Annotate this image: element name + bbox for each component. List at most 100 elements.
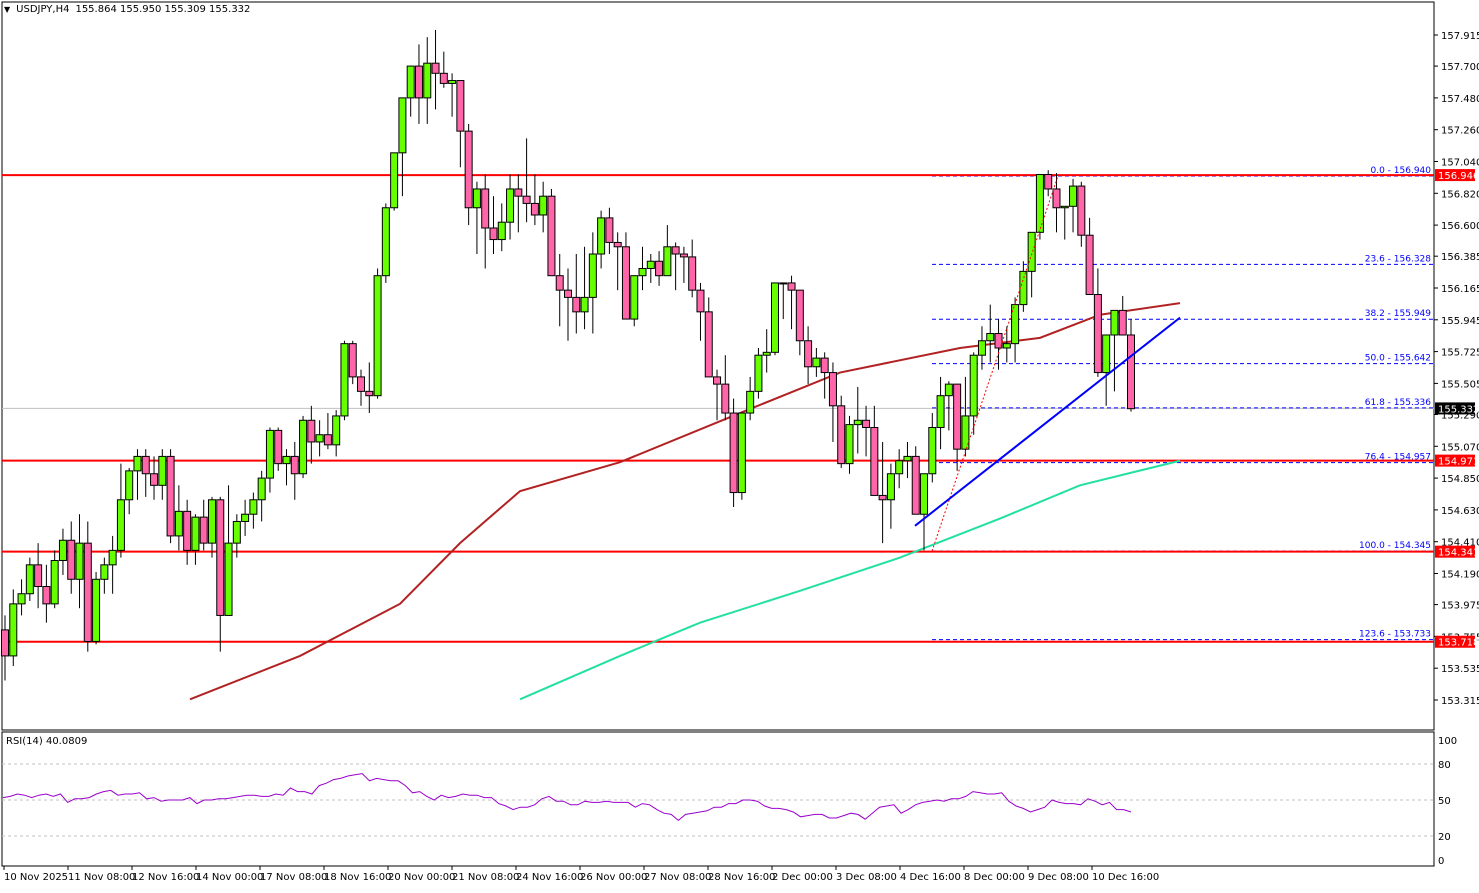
bullish-candle [944, 383, 953, 397]
bearish-candle [431, 62, 440, 74]
bearish-candle [150, 473, 159, 486]
rsi-tick-label: 0 [1438, 856, 1444, 867]
bullish-candle [853, 419, 862, 426]
bullish-candle [340, 343, 349, 417]
bullish-candle [158, 455, 167, 486]
fib-level-label: 123.6 - 153.733 [1359, 630, 1431, 640]
bearish-candle [862, 419, 871, 428]
bullish-candle [25, 564, 34, 595]
bullish-candle [737, 412, 746, 494]
price-tick-label: 156.820 [1441, 189, 1479, 200]
time-tick-label: 17 Nov 08:00 [260, 872, 327, 883]
bullish-candle [224, 542, 233, 616]
time-tick-label: 18 Nov 16:00 [324, 872, 391, 883]
fast-moving-average-line [519, 459, 1181, 701]
price-line-label-bg [1435, 169, 1475, 182]
bullish-candle [249, 499, 258, 515]
bullish-candle [9, 603, 18, 657]
bearish-candle [1093, 293, 1102, 374]
bullish-candle [390, 152, 399, 209]
bearish-candle [564, 289, 572, 298]
time-tick-label: 26 Nov 00:00 [580, 872, 647, 883]
bearish-candle [953, 383, 962, 450]
price-line-label: 154.971 [1438, 457, 1479, 468]
bullish-candle [969, 354, 978, 417]
bullish-candle [332, 415, 341, 446]
bullish-candle [232, 520, 241, 544]
price-line-label-bg [1435, 545, 1475, 558]
bearish-candle [870, 426, 879, 496]
bullish-candle [373, 275, 382, 397]
fib-level-label: 76.4 - 154.957 [1365, 453, 1431, 463]
bearish-candle [820, 357, 829, 374]
price-tick-label: 154.410 [1441, 538, 1479, 549]
bearish-candle [323, 434, 332, 446]
time-tick-label: 28 Nov 16:00 [708, 872, 775, 883]
bearish-candle [679, 253, 688, 258]
bullish-candle [928, 426, 937, 475]
trendline [914, 316, 1181, 527]
rsi-tick-label: 100 [1438, 736, 1457, 747]
bullish-candle [986, 333, 995, 342]
bearish-candle [787, 282, 796, 291]
bearish-candle [555, 275, 564, 291]
price-tick-label: 153.535 [1441, 664, 1479, 675]
bullish-candle [265, 429, 274, 479]
time-tick-label: 12 Nov 16:00 [132, 872, 199, 883]
bearish-candle [828, 372, 837, 407]
bullish-candle [125, 470, 134, 501]
bullish-candle [1110, 309, 1119, 336]
price-tick-label: 157.040 [1441, 157, 1479, 168]
bearish-candle [613, 241, 622, 248]
bullish-candle [207, 499, 216, 544]
bullish-candle [845, 424, 854, 465]
bullish-candle [506, 188, 515, 223]
bearish-candle [729, 412, 738, 494]
bearish-candle [456, 80, 465, 132]
bullish-candle [812, 357, 821, 368]
candles [1, 29, 1135, 681]
price-tick-label: 156.165 [1441, 284, 1479, 295]
bullish-candle [1060, 205, 1069, 209]
bullish-candle [597, 217, 606, 255]
bearish-candle [994, 333, 1003, 349]
bullish-candle [398, 97, 407, 154]
bullish-candle [315, 434, 324, 443]
bullish-candle [903, 455, 912, 462]
bearish-candle [696, 289, 705, 313]
bullish-candle [580, 296, 589, 313]
time-tick-label: 9 Dec 08:00 [1028, 872, 1089, 883]
fib-level-label: 100.0 - 154.345 [1359, 541, 1431, 551]
price-line-label: 153.718 [1438, 638, 1479, 649]
price-tick-label: 157.915 [1441, 31, 1479, 42]
bearish-candle [547, 195, 556, 277]
bearish-candle [357, 376, 366, 392]
bullish-candle [108, 549, 117, 566]
bullish-candle [1102, 334, 1111, 374]
bearish-candle [216, 499, 225, 616]
bearish-candle [83, 542, 92, 642]
bearish-candle [655, 260, 664, 277]
rsi-tick-label: 80 [1438, 760, 1451, 771]
bearish-candle [688, 256, 697, 291]
price-tick-label: 155.070 [1441, 442, 1479, 453]
bullish-candle [472, 188, 481, 209]
bullish-candle [762, 351, 771, 356]
time-tick-label: 11 Nov 08:00 [68, 872, 135, 883]
bearish-candle [42, 586, 51, 605]
bearish-candle [671, 246, 680, 255]
bullish-candle [257, 477, 266, 501]
fib-level-label: 0.0 - 156.940 [1371, 166, 1432, 176]
bearish-candle [307, 419, 316, 443]
bullish-candle [936, 395, 945, 428]
bearish-candle [365, 390, 374, 397]
fib-level-label: 38.2 - 155.949 [1365, 309, 1431, 319]
time-tick-label: 21 Nov 08:00 [452, 872, 519, 883]
symbol-label: USDJPY,H4 [16, 4, 70, 15]
bearish-candle [1, 629, 9, 657]
triangle-down-icon[interactable]: ▼ [4, 5, 11, 14]
bullish-candle [1027, 231, 1036, 272]
price-tick-label: 157.480 [1441, 94, 1479, 105]
